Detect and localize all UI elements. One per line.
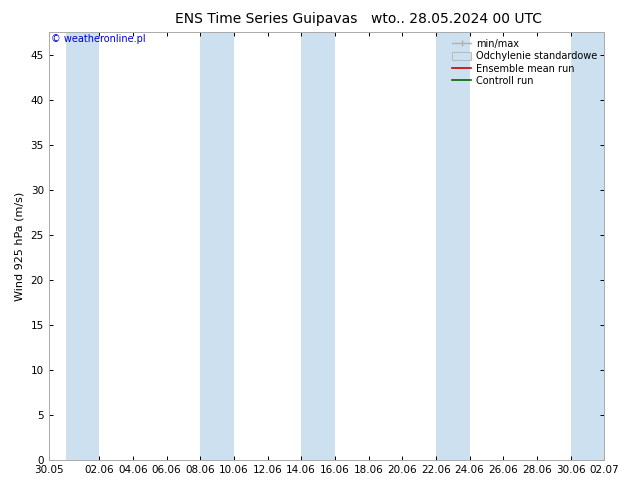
Bar <box>301 32 335 460</box>
Bar <box>200 32 234 460</box>
Legend: min/max, Odchylenie standardowe, Ensemble mean run, Controll run: min/max, Odchylenie standardowe, Ensembl… <box>450 37 599 88</box>
Bar <box>571 32 604 460</box>
Bar <box>436 32 470 460</box>
Bar <box>65 32 99 460</box>
Text: ENS Time Series Guipavas: ENS Time Series Guipavas <box>175 12 358 26</box>
Text: wto.. 28.05.2024 00 UTC: wto.. 28.05.2024 00 UTC <box>371 12 542 26</box>
Y-axis label: Wind 925 hPa (m/s): Wind 925 hPa (m/s) <box>15 192 25 301</box>
Text: © weatheronline.pl: © weatheronline.pl <box>51 34 146 44</box>
